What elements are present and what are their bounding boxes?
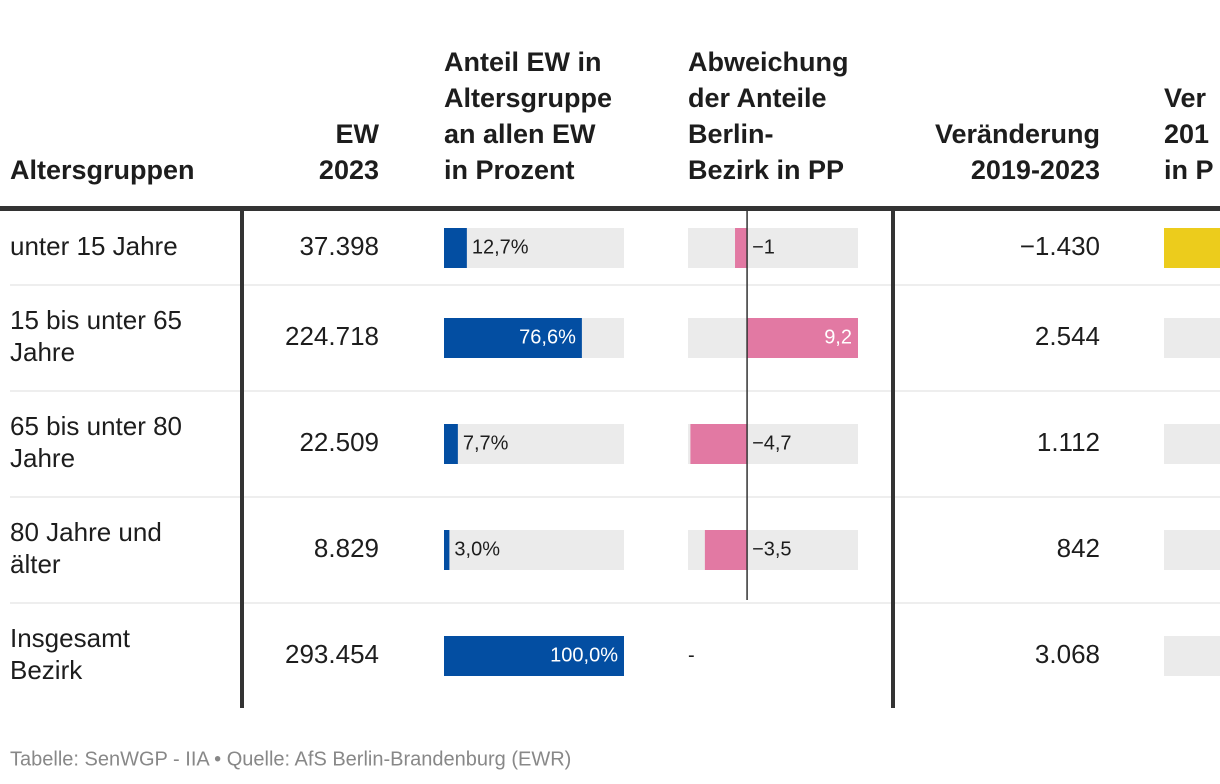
bar-background <box>688 228 858 268</box>
cell-value: −1.430 <box>1020 231 1100 261</box>
column-header: in Prozent <box>444 155 575 185</box>
bar-label: −1 <box>752 236 775 258</box>
bar-label: 3,0% <box>454 538 500 560</box>
header-rule <box>0 206 1220 211</box>
column-header: der Anteile <box>688 83 827 113</box>
column-header: 2023 <box>319 155 379 185</box>
row-label: Insgesamt <box>10 623 131 653</box>
bar <box>747 318 858 358</box>
column-header: Altersgruppen <box>10 155 195 185</box>
bar-background <box>444 530 624 570</box>
bar-label: 12,7% <box>472 236 529 258</box>
bar <box>444 636 624 676</box>
bar <box>735 228 748 268</box>
row-label: unter 15 Jahre <box>10 231 178 261</box>
cell-value: 2.544 <box>1035 321 1100 351</box>
clipped-bar <box>1164 228 1220 268</box>
column-header: in P <box>1164 155 1214 185</box>
row-label: 65 bis unter 80 <box>10 411 182 441</box>
bar-background <box>444 424 624 464</box>
clipped-bar <box>1164 530 1220 570</box>
bar-label: 76,6% <box>519 326 576 348</box>
bar-label: −4,7 <box>752 432 791 454</box>
bar <box>444 530 450 570</box>
cell-value: 1.112 <box>1037 427 1100 457</box>
row-label: älter <box>10 549 61 579</box>
row-label: Jahre <box>10 443 75 473</box>
bar-label: −3,5 <box>752 538 791 560</box>
cell-value: 293.454 <box>285 639 379 669</box>
cell-value: 22.509 <box>299 427 379 457</box>
cell-value: - <box>688 644 695 666</box>
row-label: Bezirk <box>10 655 83 685</box>
column-header: Veränderung <box>935 119 1100 149</box>
footer: Tabelle: SenWGP - IIA • Quelle: AfS Berl… <box>10 748 571 770</box>
cell-value: 224.718 <box>285 321 379 351</box>
cell-value: 3.068 <box>1035 639 1100 669</box>
column-header: Altersgruppe <box>444 83 612 113</box>
column-header: Ver <box>1164 83 1207 113</box>
bar <box>444 318 582 358</box>
row-label: 15 bis unter 65 <box>10 305 182 335</box>
column-separator <box>891 208 895 708</box>
column-header: Bezirk in PP <box>688 155 844 185</box>
row-label: Jahre <box>10 337 75 367</box>
cell-value: 842 <box>1057 533 1100 563</box>
bar <box>690 424 748 464</box>
bar-label: 7,7% <box>463 432 509 454</box>
bar-label: 9,2 <box>824 326 852 348</box>
column-header: Berlin- <box>688 119 774 149</box>
clipped-bar <box>1164 424 1220 464</box>
column-header: EW <box>336 119 380 149</box>
column-header: 2019-2023 <box>971 155 1100 185</box>
column-header: Abweichung <box>688 47 849 77</box>
bar <box>444 228 467 268</box>
bar <box>704 530 748 570</box>
column-header: 201 <box>1164 119 1209 149</box>
cell-value: 37.398 <box>299 231 379 261</box>
column-header: an allen EW <box>444 119 596 149</box>
cell-value: 8.829 <box>314 533 379 563</box>
bar <box>444 424 458 464</box>
bar-label: 100,0% <box>550 644 618 666</box>
column-separator <box>240 208 244 708</box>
bar-background <box>444 228 624 268</box>
column-header: Anteil EW in <box>444 47 602 77</box>
clipped-bar <box>1164 636 1220 676</box>
row-label: 80 Jahre und <box>10 517 162 547</box>
clipped-bar <box>1164 318 1220 358</box>
